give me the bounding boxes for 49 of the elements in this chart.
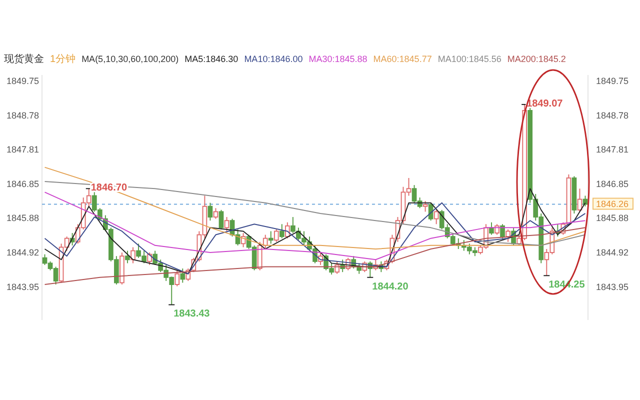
candlestick	[506, 228, 510, 242]
candlestick	[130, 246, 136, 264]
text: MA10:1846.00	[244, 54, 303, 64]
candlestick	[180, 268, 186, 284]
candlestick	[279, 224, 284, 239]
text: MA30:1845.88	[308, 54, 368, 64]
candlestick	[268, 230, 274, 244]
y-tick-label: 1847.81	[6, 144, 39, 155]
y2-tick-label: 1843.95	[596, 282, 629, 292]
chart-subtitle: 1分钟	[50, 53, 76, 65]
candlestick	[174, 270, 180, 287]
candlestick	[274, 228, 279, 242]
text: MA200:1845.2	[507, 54, 566, 64]
text: MA5:1846.30	[184, 54, 238, 64]
text: MA60:1845.77	[373, 54, 432, 64]
y2-tick-label: 1847.81	[596, 144, 629, 155]
y-tick-label: 1843.95	[6, 282, 39, 292]
y2-tick-label: 1849.75	[596, 76, 629, 86]
y-tick-label: 1844.92	[6, 247, 39, 258]
candlestick	[494, 224, 500, 236]
candlestick	[218, 209, 224, 230]
y-tick-label: 1849.75	[6, 76, 39, 86]
line-series	[44, 192, 586, 260]
candlestick	[125, 250, 130, 264]
candlestick	[489, 222, 494, 236]
candlestick	[334, 260, 340, 274]
y-tick-label: 1848.78	[6, 110, 39, 120]
annotation: 1843.43	[174, 308, 210, 320]
y-tick-label: 1845.88	[6, 213, 39, 224]
y-tick-label: 1846.85	[6, 178, 39, 189]
y2-tick-label: 1844.92	[596, 247, 629, 258]
chart-title: 现货黄金	[4, 53, 44, 65]
legend-title: MA(5,10,30,60,100,200)	[82, 54, 179, 64]
y2-tick-label: 1848.78	[596, 110, 629, 120]
candlestick	[147, 252, 152, 266]
candlestick	[208, 202, 213, 222]
y2-tick-label: 1845.88	[596, 213, 629, 224]
candlestick	[434, 209, 439, 225]
candlestick	[224, 216, 230, 232]
candlestick	[356, 262, 362, 274]
candlestick	[422, 200, 428, 212]
y2-tick-label: 1846.85	[596, 178, 629, 189]
annotation: 1844.20	[372, 281, 409, 292]
ref-line-label: 1846.26	[596, 199, 629, 210]
line-series	[44, 166, 586, 250]
text: MA100:1845.56	[438, 54, 502, 64]
candlestick	[500, 224, 505, 239]
line-series	[44, 202, 586, 274]
candlestick	[213, 208, 218, 220]
